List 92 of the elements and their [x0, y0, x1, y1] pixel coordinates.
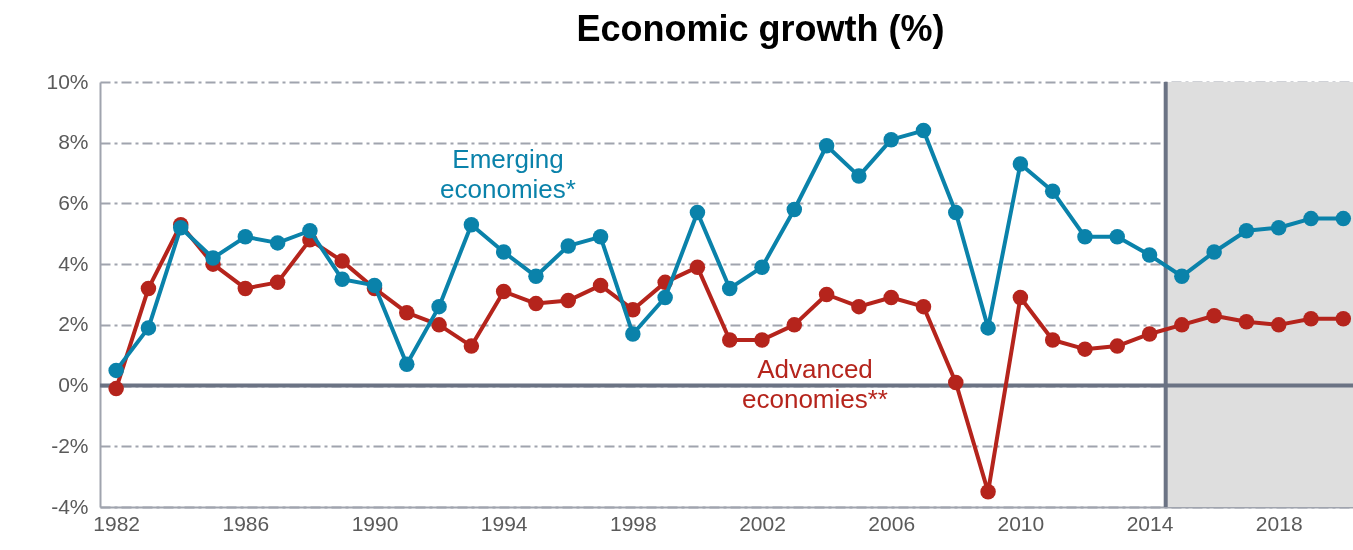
point [1012, 289, 1029, 306]
point [140, 280, 157, 297]
point [1109, 338, 1125, 354]
point [1174, 317, 1190, 333]
y-tick-label: -4% [51, 494, 89, 518]
y-tick-label: 4% [58, 251, 89, 275]
point [1270, 219, 1287, 236]
y-tick-label: 2% [58, 312, 89, 336]
point [948, 374, 964, 391]
point [108, 380, 124, 397]
point [1012, 156, 1029, 172]
point [1238, 314, 1255, 330]
y-tick-label: 10% [46, 69, 89, 93]
x-tick-label: 1994 [480, 511, 528, 535]
point [689, 259, 706, 275]
x-tick-label: 1982 [93, 511, 141, 535]
point [754, 259, 770, 275]
point [851, 168, 867, 184]
point [754, 332, 770, 348]
point [1238, 223, 1255, 239]
x-tick-label: 2010 [997, 511, 1045, 535]
x-tick-label: 2018 [1255, 511, 1303, 535]
point [1335, 311, 1352, 327]
point [269, 274, 286, 291]
point [1303, 210, 1319, 227]
point [334, 253, 350, 269]
point [1206, 308, 1222, 324]
point [980, 320, 996, 336]
point [463, 216, 480, 233]
point [495, 244, 512, 260]
point [851, 298, 867, 315]
point [818, 138, 835, 154]
point [689, 204, 706, 221]
point [560, 292, 577, 309]
y-tick-label: 8% [58, 130, 89, 154]
point [463, 338, 480, 354]
point [1270, 317, 1287, 333]
point [237, 280, 254, 297]
point [237, 229, 254, 245]
point [431, 298, 447, 315]
point [980, 484, 996, 500]
point [1174, 268, 1190, 285]
point [818, 286, 835, 303]
point [786, 201, 803, 218]
point [1109, 229, 1125, 245]
point [1044, 332, 1061, 348]
x-tick-label: 1990 [351, 511, 399, 535]
point [399, 356, 415, 373]
point [1077, 229, 1093, 245]
point [657, 289, 673, 306]
x-tick-label: 2006 [868, 511, 916, 535]
point [883, 131, 899, 148]
point [1077, 341, 1093, 357]
point [915, 298, 932, 315]
point [786, 317, 803, 333]
x-tick-label: 1998 [609, 511, 657, 535]
point [948, 204, 964, 221]
series-label: Advanced economies** [742, 354, 888, 414]
point [721, 332, 738, 348]
point [1303, 311, 1319, 327]
point [592, 229, 609, 245]
point [625, 326, 641, 342]
point [334, 271, 350, 288]
point [528, 295, 544, 312]
point [721, 280, 738, 297]
point [1044, 183, 1061, 200]
point [399, 304, 415, 321]
chart-title: Economic growth (%) [576, 8, 945, 49]
point [528, 268, 544, 285]
series-label: Emerging economies* [440, 144, 576, 204]
point [560, 238, 577, 254]
point [302, 223, 318, 239]
point [625, 301, 641, 318]
y-tick-label: -2% [51, 433, 89, 457]
point [592, 277, 609, 294]
point [108, 362, 124, 379]
y-tick-label: 6% [58, 190, 89, 214]
point [1335, 210, 1352, 227]
point [431, 317, 447, 333]
point [1206, 244, 1222, 260]
y-tick-label: 0% [58, 373, 89, 397]
point [915, 122, 932, 139]
x-tick-label: 1986 [222, 511, 270, 535]
point [140, 320, 157, 336]
point [495, 283, 512, 300]
point [269, 235, 286, 251]
point [883, 289, 899, 306]
x-tick-label: 2014 [1126, 511, 1174, 535]
x-tick-label: 2002 [739, 511, 786, 535]
point [1141, 326, 1158, 342]
point [205, 250, 221, 266]
point [1141, 247, 1158, 263]
